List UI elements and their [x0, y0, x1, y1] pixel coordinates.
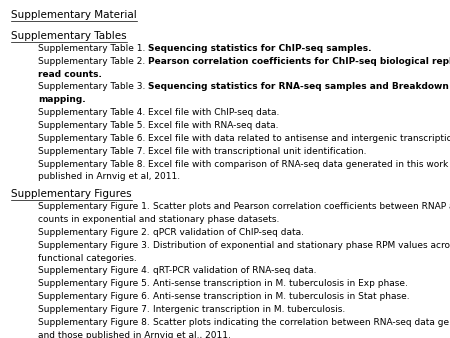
Text: Supplementary Figure 8.: Supplementary Figure 8. [38, 318, 153, 327]
Text: Supplementary Table 1.: Supplementary Table 1. [38, 44, 148, 53]
Text: Sequencing statistics for RNA-seq samples and Breakdown of RNA-seq: Sequencing statistics for RNA-seq sample… [148, 82, 450, 92]
Text: Distribution of exponential and stationary phase RPM values across all M. tuberc: Distribution of exponential and stationa… [153, 241, 450, 250]
Text: Sequencing statistics for ChIP-seq samples.: Sequencing statistics for ChIP-seq sampl… [148, 44, 372, 53]
Text: Scatter plots and Pearson correlation coefficients between RNAP and NusA feature: Scatter plots and Pearson correlation co… [153, 202, 450, 211]
Text: Supplementary Material: Supplementary Material [11, 10, 137, 20]
Text: Supplementary Table 5.: Supplementary Table 5. [38, 121, 148, 130]
Text: Supplementary Figure 6.: Supplementary Figure 6. [38, 292, 153, 301]
Text: Excel file with transcriptional unit identification.: Excel file with transcriptional unit ide… [148, 147, 367, 156]
Text: Excel file with data related to antisense and intergenic transcription.: Excel file with data related to antisens… [148, 134, 450, 143]
Text: mapping.: mapping. [38, 95, 86, 104]
Text: Supplementary Table 4.: Supplementary Table 4. [38, 108, 148, 117]
Text: Supplementary Table 7.: Supplementary Table 7. [38, 147, 148, 156]
Text: qPCR validation of ChIP-seq data.: qPCR validation of ChIP-seq data. [153, 228, 304, 237]
Text: Anti-sense transcription in M. tuberculosis in Exp phase.: Anti-sense transcription in M. tuberculo… [153, 279, 408, 288]
Text: Supplementary Figure 3.: Supplementary Figure 3. [38, 241, 153, 250]
Text: qRT-PCR validation of RNA-seq data.: qRT-PCR validation of RNA-seq data. [153, 266, 316, 275]
Text: and those published in Arnvig et al., 2011.: and those published in Arnvig et al., 20… [38, 331, 231, 338]
Text: counts in exponential and stationary phase datasets.: counts in exponential and stationary pha… [38, 215, 279, 224]
Text: Excel file with ChIP-seq data.: Excel file with ChIP-seq data. [148, 108, 280, 117]
Text: Supplementary Table 6.: Supplementary Table 6. [38, 134, 148, 143]
Text: Excel file with comparison of RNA-seq data generated in this work with those: Excel file with comparison of RNA-seq da… [148, 160, 450, 169]
Text: read counts.: read counts. [38, 70, 102, 79]
Text: Pearson correlation coefficients for ChIP-seq biological replicates based on: Pearson correlation coefficients for ChI… [148, 57, 450, 66]
Text: Intergenic transcription in M. tuberculosis.: Intergenic transcription in M. tuberculo… [153, 305, 345, 314]
Text: Supplementary Tables: Supplementary Tables [11, 31, 127, 41]
Text: functional categories.: functional categories. [38, 254, 137, 263]
Text: Supplementary Table 8.: Supplementary Table 8. [38, 160, 148, 169]
Text: published in Arnvig et al, 2011.: published in Arnvig et al, 2011. [38, 172, 180, 182]
Text: Supplementary Table 3.: Supplementary Table 3. [38, 82, 148, 92]
Text: Anti-sense transcription in M. tuberculosis in Stat phase.: Anti-sense transcription in M. tuberculo… [153, 292, 410, 301]
Text: Excel file with RNA-seq data.: Excel file with RNA-seq data. [148, 121, 279, 130]
Text: Supplementary Figure 7.: Supplementary Figure 7. [38, 305, 153, 314]
Text: Supplementary Figure 2.: Supplementary Figure 2. [38, 228, 153, 237]
Text: Supplementary Table 2.: Supplementary Table 2. [38, 57, 148, 66]
Text: Supplementary Figure 5.: Supplementary Figure 5. [38, 279, 153, 288]
Text: Supplementary Figure 1.: Supplementary Figure 1. [38, 202, 153, 211]
Text: Supplementary Figure 4.: Supplementary Figure 4. [38, 266, 153, 275]
Text: Scatter plots indicating the correlation between RNA-seq data generated in this : Scatter plots indicating the correlation… [153, 318, 450, 327]
Text: Supplementary Figures: Supplementary Figures [11, 189, 132, 199]
